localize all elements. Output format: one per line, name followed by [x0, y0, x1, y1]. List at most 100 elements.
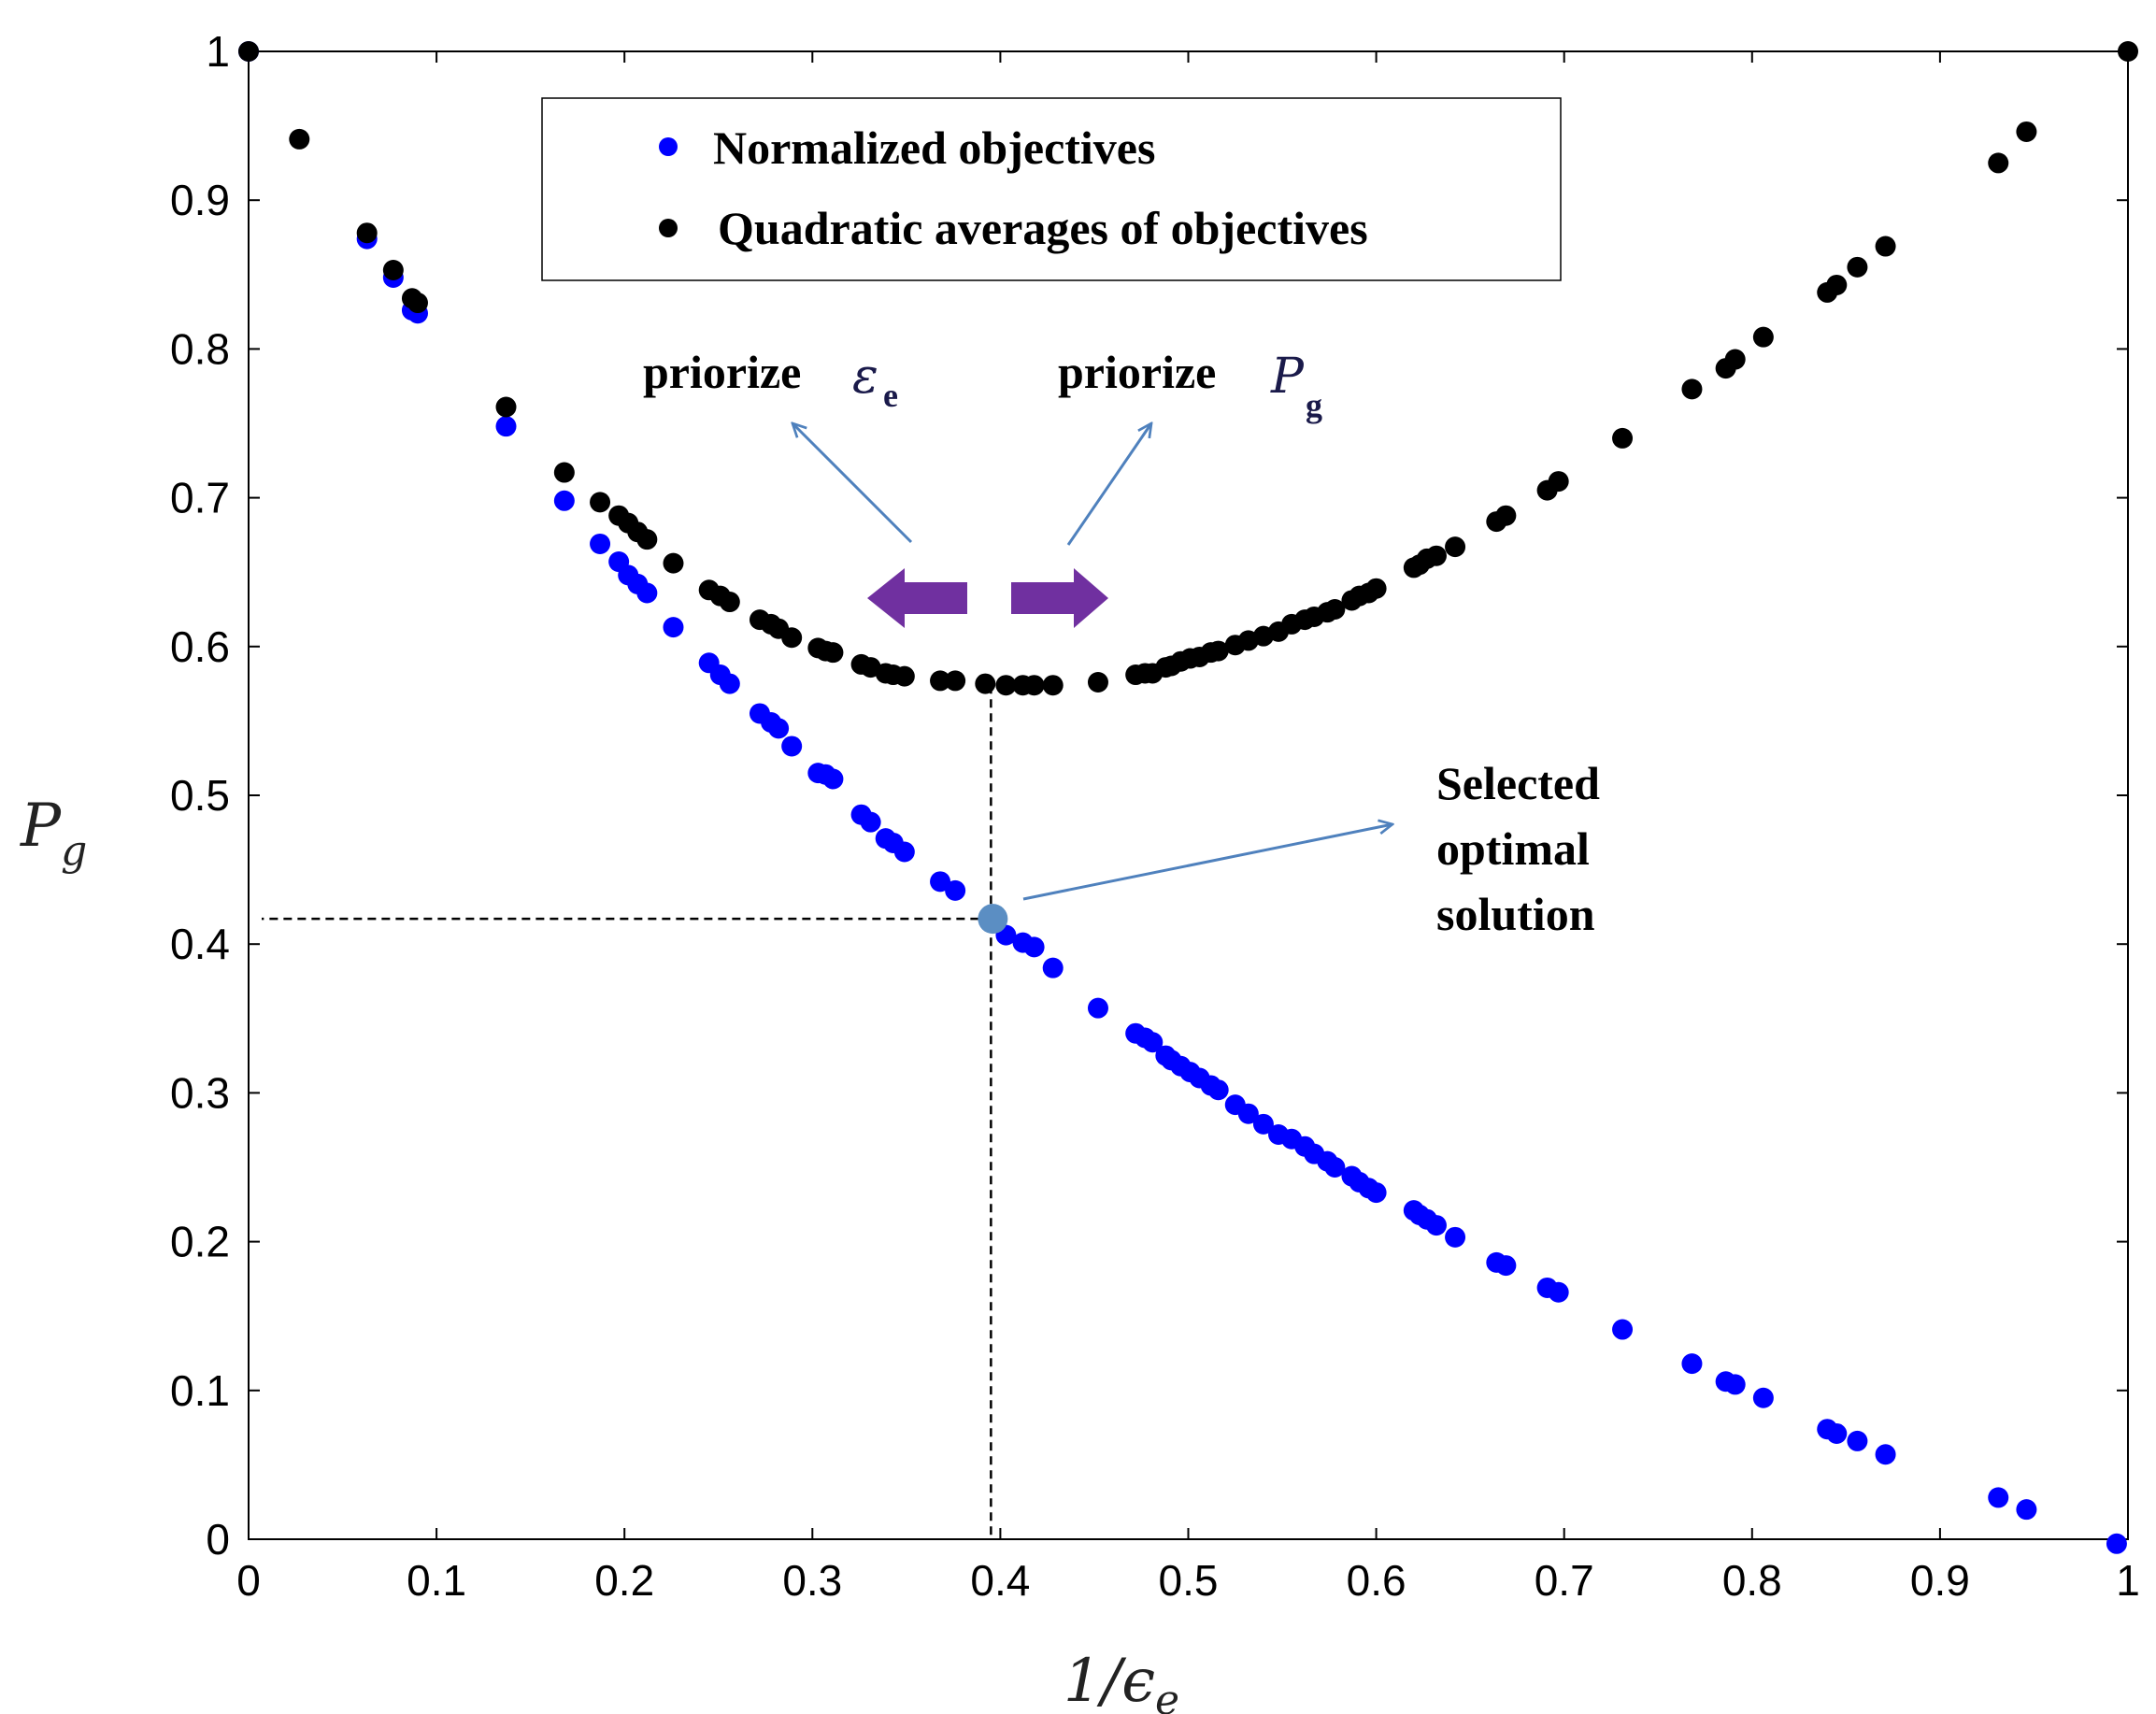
data-point [781, 627, 803, 649]
x-tick-label: 0.6 [1347, 1556, 1406, 1605]
data-point [1724, 349, 1746, 370]
annotation-priorize-epsilon: priorize ε e [643, 346, 913, 544]
y-axis-title: Pg [20, 792, 87, 875]
annotation-priorize-pg: priorize P g [1058, 346, 1322, 546]
data-point [495, 396, 517, 418]
selected-label-line3: solution [1436, 888, 1595, 940]
arrow-selected-solution [1022, 824, 1392, 901]
data-point [382, 260, 404, 281]
data-point [2016, 1499, 2037, 1521]
legend-marker-quadratic [659, 219, 678, 237]
axis-ticks: 0 0.1 0.2 0.3 0.4 0.5 0.6 0.7 0.8 0.9 1 0 0.1 0.2 0.3 0… [170, 27, 2140, 1605]
data-point [1752, 1387, 1774, 1408]
data-point [1207, 1079, 1229, 1101]
data-point [945, 879, 966, 901]
x-tick-label: 0.8 [1722, 1556, 1782, 1605]
data-point [1681, 1353, 1703, 1375]
data-point [407, 293, 428, 314]
annotation-left-symbol: ε [852, 349, 878, 405]
data-point [1365, 578, 1387, 599]
block-arrows [867, 568, 1108, 628]
x-tick-label: 0.9 [1910, 1556, 1970, 1605]
data-point [995, 675, 1017, 696]
data-point [2106, 1533, 2127, 1554]
x-tick-label: 1 [2116, 1556, 2140, 1605]
data-point [238, 41, 259, 62]
annotation-left-text: priorize [643, 346, 801, 398]
data-point [1495, 505, 1517, 526]
y-tick-label: 0.7 [170, 474, 230, 522]
plot-area [248, 50, 2129, 1540]
legend-marker-normalized [659, 137, 678, 156]
x-axis-title-sub: e [1155, 1677, 1179, 1714]
data-point [1847, 256, 1868, 278]
arrow-priorize-pg [1066, 423, 1151, 546]
data-point [1087, 997, 1108, 1019]
y-tick-label: 0 [206, 1515, 230, 1564]
x-axis-title: 1/ϵe [1064, 1647, 1179, 1714]
annotation-right-text: priorize [1058, 346, 1216, 398]
data-point [719, 673, 740, 694]
data-point [356, 222, 378, 244]
data-point [1142, 1032, 1164, 1053]
data-point [930, 670, 951, 692]
data-point [1847, 1430, 1868, 1451]
data-point [930, 871, 951, 893]
data-point [663, 617, 684, 638]
data-point [1988, 1487, 2009, 1508]
data-point [1548, 471, 1569, 493]
data-point [1252, 1113, 1274, 1135]
data-point [1324, 599, 1346, 620]
x-tick-label: 0 [236, 1556, 261, 1605]
data-point [1724, 1374, 1746, 1395]
y-tick-label: 0.5 [170, 771, 230, 820]
data-point [1495, 1255, 1517, 1277]
y-tick-label: 0.3 [170, 1068, 230, 1117]
annotation-right-sub: g [1306, 387, 1322, 424]
x-tick-label: 0.4 [970, 1556, 1030, 1605]
data-point [1612, 1319, 1634, 1340]
data-point [1324, 1157, 1346, 1178]
data-point [1023, 675, 1045, 696]
y-tick-label: 1 [206, 27, 230, 76]
data-point [636, 582, 658, 604]
data-point [1826, 1422, 1848, 1444]
selected-label-line1: Selected [1436, 757, 1600, 809]
y-axis-title-main: P [20, 792, 62, 861]
data-point [822, 642, 844, 664]
data-point [1445, 536, 1466, 558]
data-point [1681, 379, 1703, 400]
x-tick-label: 0.5 [1159, 1556, 1219, 1605]
scatter-points [238, 41, 2138, 1554]
data-point [1237, 1103, 1259, 1124]
data-point [2016, 121, 2037, 142]
x-tick-label: 0.7 [1535, 1556, 1594, 1605]
data-point [768, 718, 790, 739]
series-quadratic [238, 41, 2138, 696]
legend-box [541, 97, 1562, 281]
block-arrow-right [1011, 568, 1108, 628]
y-tick-label: 0.9 [170, 176, 230, 224]
y-tick-label: 0.4 [170, 920, 230, 968]
data-point [1875, 1444, 1896, 1465]
data-point [1875, 236, 1896, 257]
data-point [1023, 936, 1045, 958]
data-point [495, 416, 517, 437]
data-point [553, 490, 575, 511]
data-point [893, 665, 915, 687]
legend: Normalized objectives Quadratic averages… [541, 97, 1562, 281]
y-tick-label: 0.8 [170, 324, 230, 373]
x-tick-label: 0.2 [594, 1556, 654, 1605]
data-point [590, 533, 611, 554]
selected-label-line2: optimal [1436, 822, 1590, 875]
data-point [289, 128, 310, 150]
data-point [553, 462, 575, 483]
x-axis-title-main: 1/ϵ [1064, 1647, 1155, 1714]
data-point [975, 673, 996, 694]
data-point [1365, 1182, 1387, 1204]
y-tick-label: 0.2 [170, 1218, 230, 1266]
y-axis-title-sub: g [61, 827, 87, 875]
annotation-selected-solution: Selected optimal solution [1022, 757, 1600, 940]
data-point [2118, 41, 2138, 62]
